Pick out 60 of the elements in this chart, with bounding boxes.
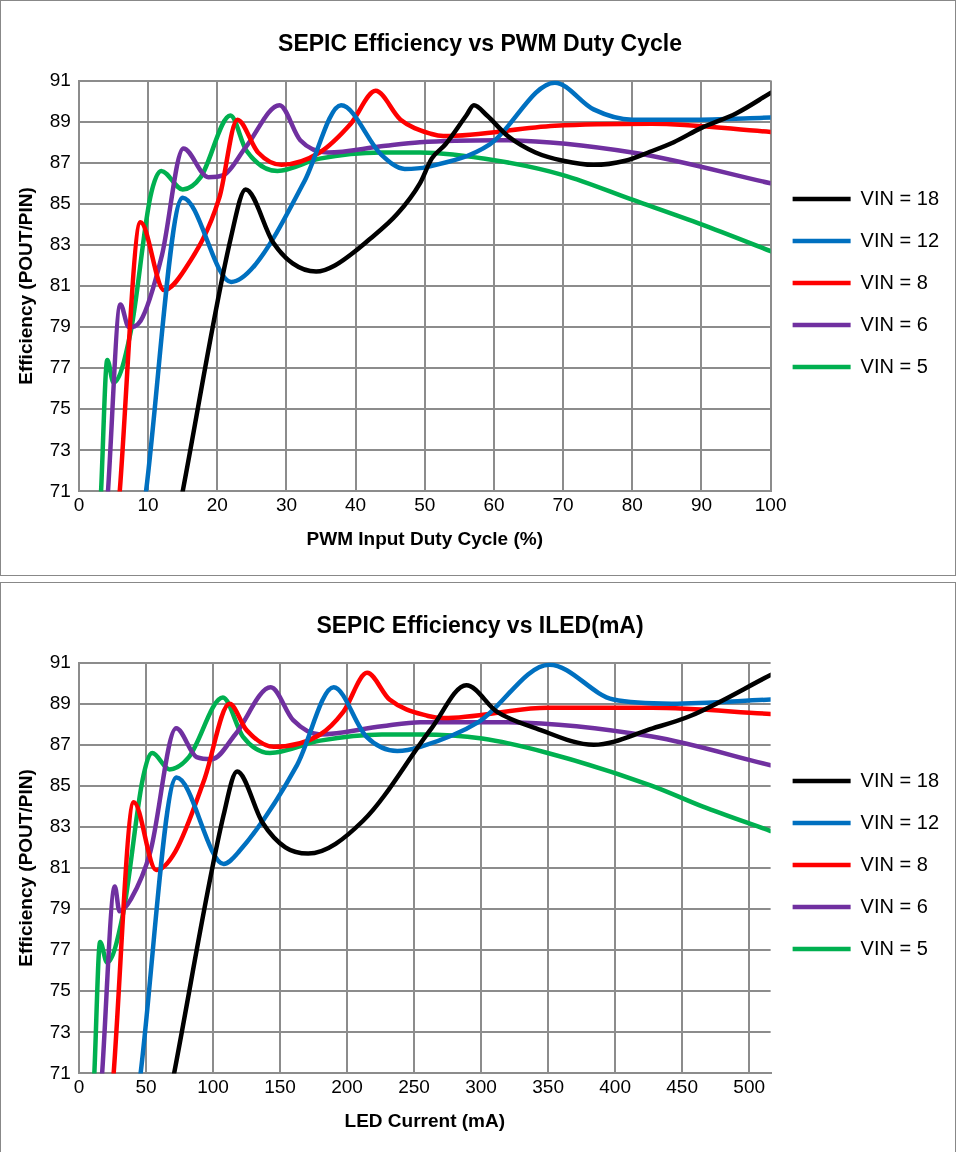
- y-tick-label: 81: [49, 856, 71, 878]
- y-tick-label: 89: [49, 109, 71, 131]
- x-tick-label: 20: [206, 494, 228, 516]
- x-tick-label: 0: [73, 1076, 85, 1098]
- x-tick-label: 250: [398, 1076, 430, 1098]
- y-tick-label: 73: [49, 1020, 71, 1042]
- legend-label: VIN = 12: [860, 228, 940, 251]
- legend-label: VIN = 5: [860, 936, 928, 959]
- x-tick-label: 50: [135, 1076, 157, 1098]
- legend-label: VIN = 8: [860, 852, 928, 875]
- y-tick-label: 83: [49, 233, 71, 255]
- x-axis-title: LED Current (mA): [344, 1109, 505, 1131]
- chart-title: SEPIC Efficiency vs PWM Duty Cycle: [278, 30, 682, 57]
- x-axis-title: PWM Input Duty Cycle (%): [306, 527, 543, 549]
- legend-label: VIN = 18: [860, 768, 940, 791]
- legend-label: VIN = 12: [860, 810, 940, 833]
- chart-title: SEPIC Efficiency vs ILED(mA): [316, 612, 644, 639]
- y-tick-label: 91: [49, 68, 71, 90]
- x-tick-label: 300: [465, 1076, 497, 1098]
- y-axis-title: Efficiency (POUT/PIN): [14, 187, 36, 385]
- y-tick-label: 79: [49, 897, 71, 919]
- y-tick-label: 85: [49, 774, 71, 796]
- legend-label: VIN = 6: [860, 312, 928, 335]
- legend-label: VIN = 5: [860, 354, 928, 377]
- legend-label: VIN = 8: [860, 270, 928, 293]
- x-tick-label: 10: [137, 494, 159, 516]
- x-tick-label: 0: [73, 494, 85, 516]
- y-tick-label: 89: [49, 691, 71, 713]
- y-tick-label: 87: [49, 732, 71, 754]
- x-tick-label: 50: [414, 494, 436, 516]
- y-tick-label: 71: [49, 479, 71, 501]
- y-tick-label: 75: [49, 979, 71, 1001]
- legend-label: VIN = 6: [860, 894, 928, 917]
- x-tick-label: 100: [197, 1076, 229, 1098]
- x-tick-label: 40: [345, 494, 367, 516]
- y-tick-label: 79: [49, 315, 71, 337]
- y-tick-label: 73: [49, 438, 71, 460]
- y-tick-label: 85: [49, 192, 71, 214]
- x-tick-label: 70: [552, 494, 574, 516]
- x-tick-label: 30: [275, 494, 298, 516]
- x-tick-label: 100: [754, 494, 787, 516]
- x-tick-label: 60: [483, 494, 505, 516]
- y-tick-label: 81: [49, 274, 71, 296]
- x-tick-label: 150: [264, 1076, 296, 1098]
- x-tick-label: 350: [532, 1076, 564, 1098]
- y-tick-label: 91: [49, 650, 71, 672]
- x-tick-label: 90: [690, 494, 713, 516]
- x-tick-label: 80: [621, 494, 643, 516]
- x-tick-label: 500: [733, 1076, 766, 1098]
- y-tick-label: 75: [49, 397, 71, 419]
- legend-label: VIN = 18: [860, 186, 940, 209]
- x-tick-label: 200: [331, 1076, 363, 1098]
- x-tick-label: 400: [599, 1076, 631, 1098]
- y-tick-label: 77: [49, 356, 71, 378]
- y-tick-label: 71: [49, 1061, 71, 1083]
- y-tick-label: 77: [49, 938, 71, 960]
- y-tick-label: 83: [49, 815, 71, 837]
- y-tick-label: 87: [49, 150, 71, 172]
- x-tick-label: 450: [666, 1076, 698, 1098]
- y-axis-title: Efficiency (POUT/PIN): [14, 769, 36, 967]
